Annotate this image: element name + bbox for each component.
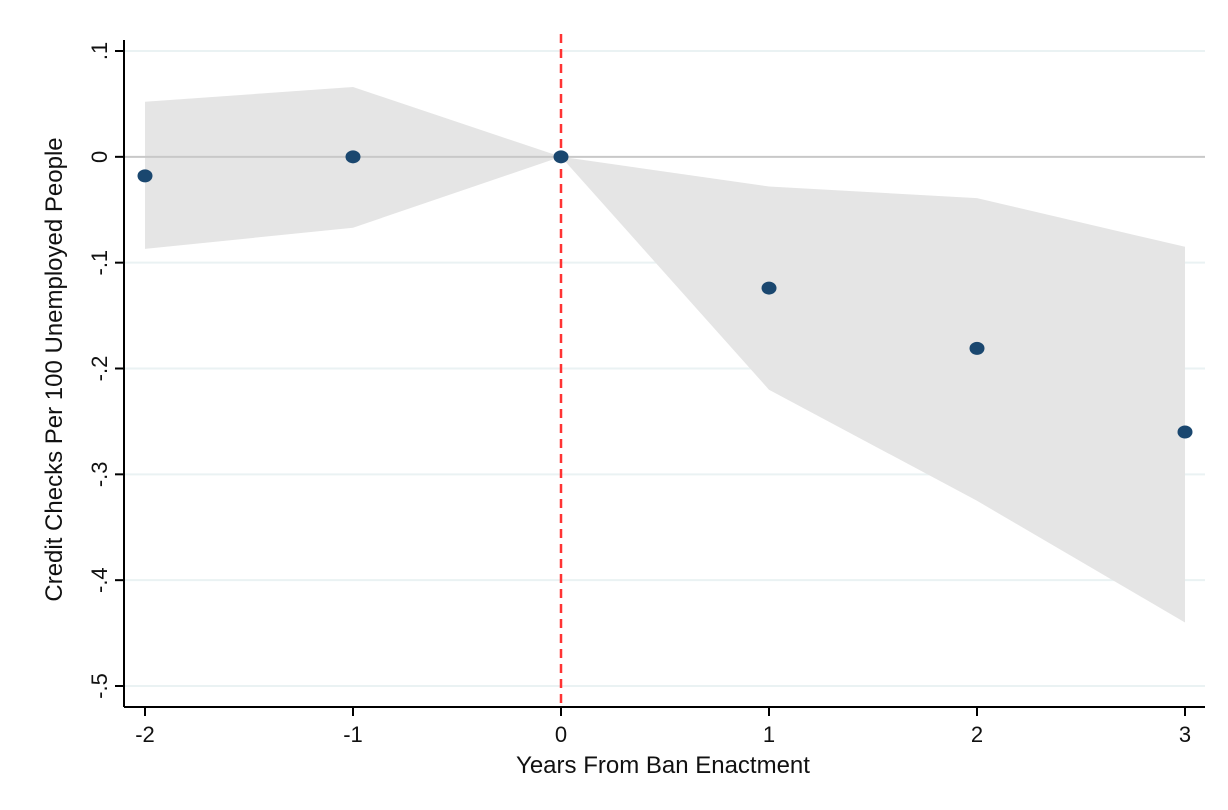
x-tick-label: 1 <box>763 722 775 747</box>
point-estimate <box>761 281 777 295</box>
point-estimate <box>345 150 361 164</box>
x-axis-title: Years From Ban Enactment <box>516 752 810 779</box>
y-axis-title: Credit Checks Per 100 Unemployed People <box>41 137 68 601</box>
point-estimate <box>969 341 985 355</box>
point-estimate <box>1177 425 1193 439</box>
axes <box>123 40 1205 708</box>
y-tick-label: -.5 <box>87 673 112 699</box>
y-tick-label: -.3 <box>87 461 112 487</box>
x-tick-label: -2 <box>135 722 155 747</box>
confidence-band <box>145 87 1185 623</box>
point-estimates <box>137 150 1193 439</box>
x-axis-ticks: -2 -1 0 1 2 3 <box>135 707 1191 747</box>
y-axis-ticks: .1 0 -.1 -.2 -.3 -.4 -.5 <box>87 42 124 699</box>
confidence-interval-area <box>145 87 1185 623</box>
y-tick-label: 0 <box>87 151 112 163</box>
point-estimate <box>137 169 153 183</box>
x-tick-label: 2 <box>971 722 983 747</box>
x-tick-label: -1 <box>343 722 363 747</box>
y-tick-label: -.4 <box>87 567 112 593</box>
y-tick-label: .1 <box>87 42 112 60</box>
point-estimate <box>553 150 569 164</box>
x-tick-label: 0 <box>555 722 567 747</box>
x-tick-label: 3 <box>1179 722 1191 747</box>
y-tick-label: -.1 <box>87 250 112 276</box>
y-tick-label: -.2 <box>87 356 112 382</box>
reference-lines <box>124 34 1205 707</box>
